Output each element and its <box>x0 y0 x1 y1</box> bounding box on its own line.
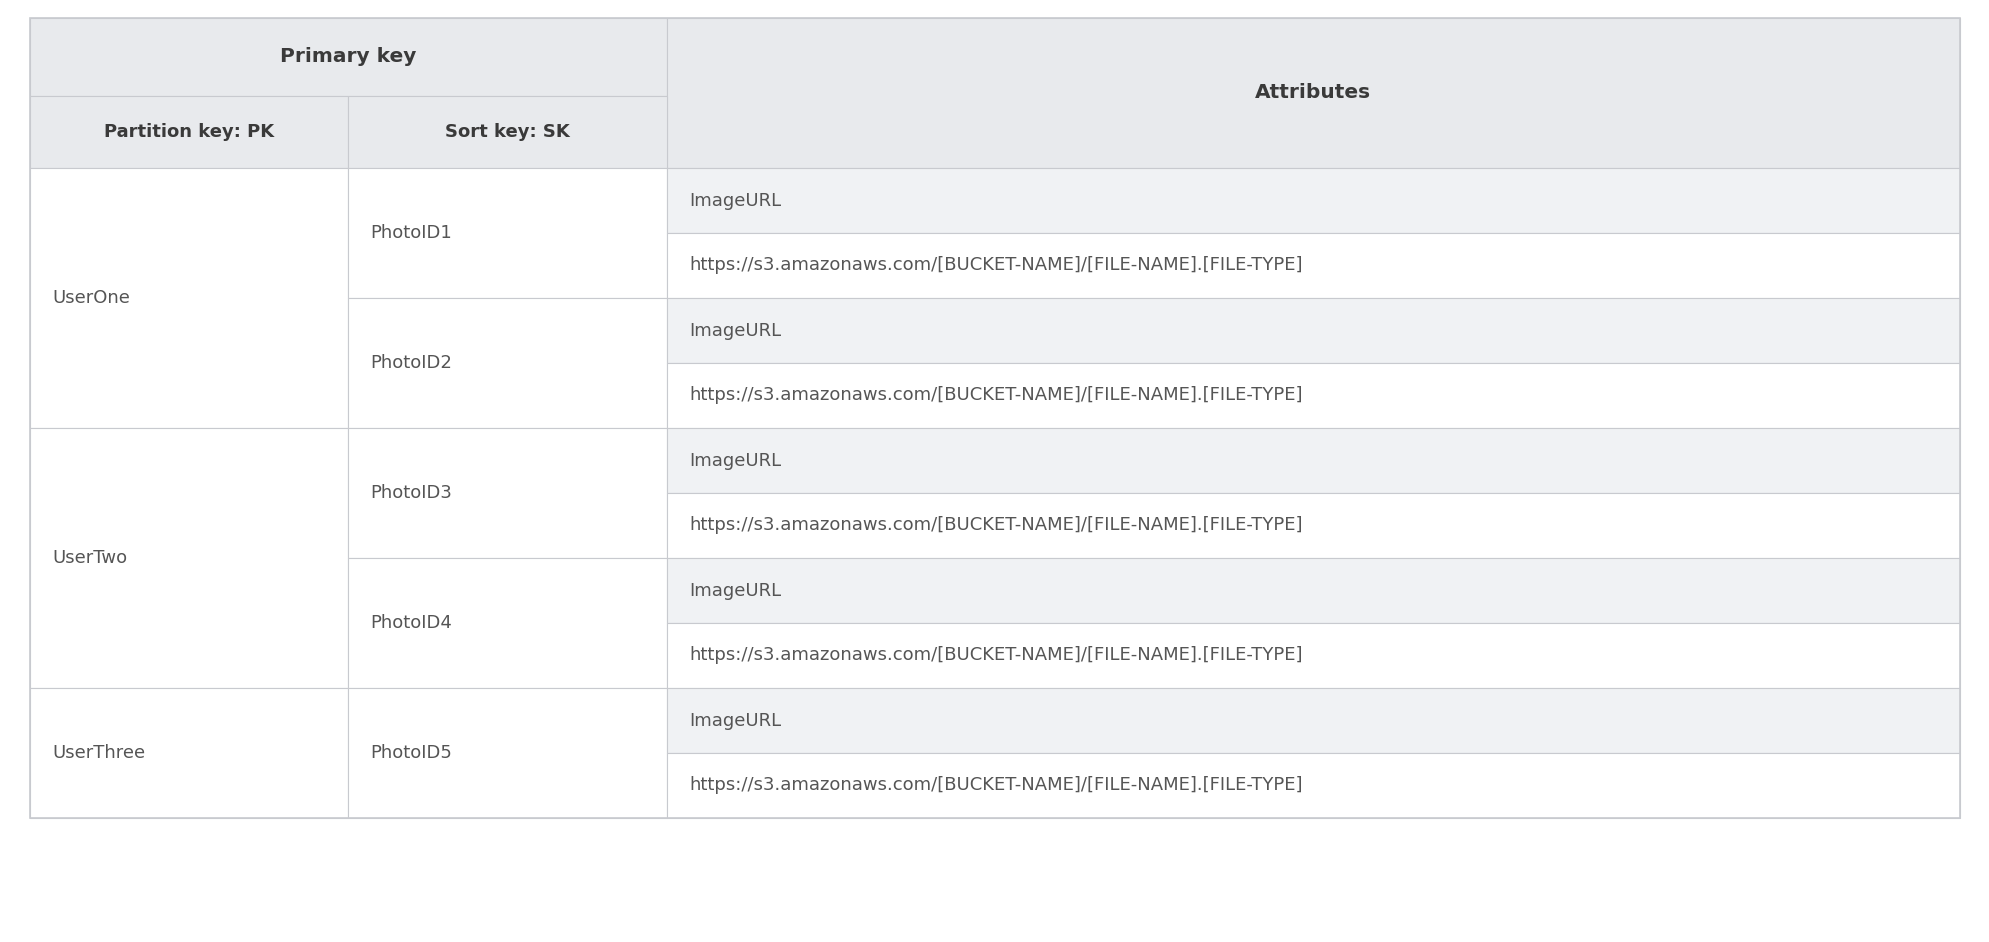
Bar <box>666 363 1959 428</box>
Text: UserThree: UserThree <box>52 744 145 762</box>
Text: Primary key: Primary key <box>280 47 416 67</box>
Bar <box>666 168 1959 233</box>
Text: PhotoID3: PhotoID3 <box>370 484 452 502</box>
Bar <box>666 558 1959 623</box>
Text: PhotoID5: PhotoID5 <box>370 744 452 762</box>
Bar <box>348 688 666 818</box>
Text: Sort key: SK: Sort key: SK <box>446 123 569 141</box>
Text: UserOne: UserOne <box>52 289 129 307</box>
Text: PhotoID4: PhotoID4 <box>370 614 452 632</box>
Bar <box>30 688 348 818</box>
Bar <box>666 753 1959 818</box>
Bar <box>666 493 1959 558</box>
Text: https://s3.amazonaws.com/[BUCKET-NAME]/[FILE-NAME].[FILE-TYPE]: https://s3.amazonaws.com/[BUCKET-NAME]/[… <box>688 646 1301 664</box>
Bar <box>666 18 1959 168</box>
Text: Partition key: PK: Partition key: PK <box>103 123 274 141</box>
Text: https://s3.amazonaws.com/[BUCKET-NAME]/[FILE-NAME].[FILE-TYPE]: https://s3.amazonaws.com/[BUCKET-NAME]/[… <box>688 516 1301 534</box>
Text: ImageURL: ImageURL <box>688 321 780 339</box>
Text: ImageURL: ImageURL <box>688 581 780 599</box>
Bar <box>348 558 666 688</box>
Text: https://s3.amazonaws.com/[BUCKET-NAME]/[FILE-NAME].[FILE-TYPE]: https://s3.amazonaws.com/[BUCKET-NAME]/[… <box>688 386 1301 404</box>
Bar <box>348 96 666 168</box>
Text: https://s3.amazonaws.com/[BUCKET-NAME]/[FILE-NAME].[FILE-TYPE]: https://s3.amazonaws.com/[BUCKET-NAME]/[… <box>688 256 1301 274</box>
Bar <box>666 623 1959 688</box>
Bar <box>666 428 1959 493</box>
Text: PhotoID1: PhotoID1 <box>370 224 452 242</box>
Text: ImageURL: ImageURL <box>688 451 780 469</box>
Bar <box>30 428 348 688</box>
Bar <box>666 688 1959 753</box>
Bar <box>666 298 1959 363</box>
Text: Attributes: Attributes <box>1255 84 1370 103</box>
Bar <box>30 18 1959 818</box>
Text: PhotoID2: PhotoID2 <box>370 354 452 372</box>
Text: ImageURL: ImageURL <box>688 711 780 729</box>
Bar <box>30 96 348 168</box>
Bar <box>348 168 666 298</box>
Bar <box>666 233 1959 298</box>
Text: UserTwo: UserTwo <box>52 549 127 567</box>
Text: ImageURL: ImageURL <box>688 191 780 209</box>
Bar <box>30 168 348 428</box>
Text: https://s3.amazonaws.com/[BUCKET-NAME]/[FILE-NAME].[FILE-TYPE]: https://s3.amazonaws.com/[BUCKET-NAME]/[… <box>688 776 1301 794</box>
Bar <box>30 18 666 96</box>
Bar <box>348 428 666 558</box>
Bar <box>348 298 666 428</box>
